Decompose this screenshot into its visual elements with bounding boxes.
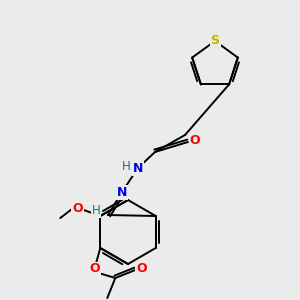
- Text: H: H: [92, 205, 100, 218]
- Text: O: O: [72, 202, 83, 214]
- Text: H: H: [122, 160, 130, 172]
- Text: N: N: [133, 161, 143, 175]
- Text: O: O: [136, 262, 147, 275]
- Text: O: O: [89, 262, 100, 275]
- Text: S: S: [211, 34, 220, 47]
- Text: O: O: [190, 134, 200, 146]
- Text: N: N: [117, 185, 127, 199]
